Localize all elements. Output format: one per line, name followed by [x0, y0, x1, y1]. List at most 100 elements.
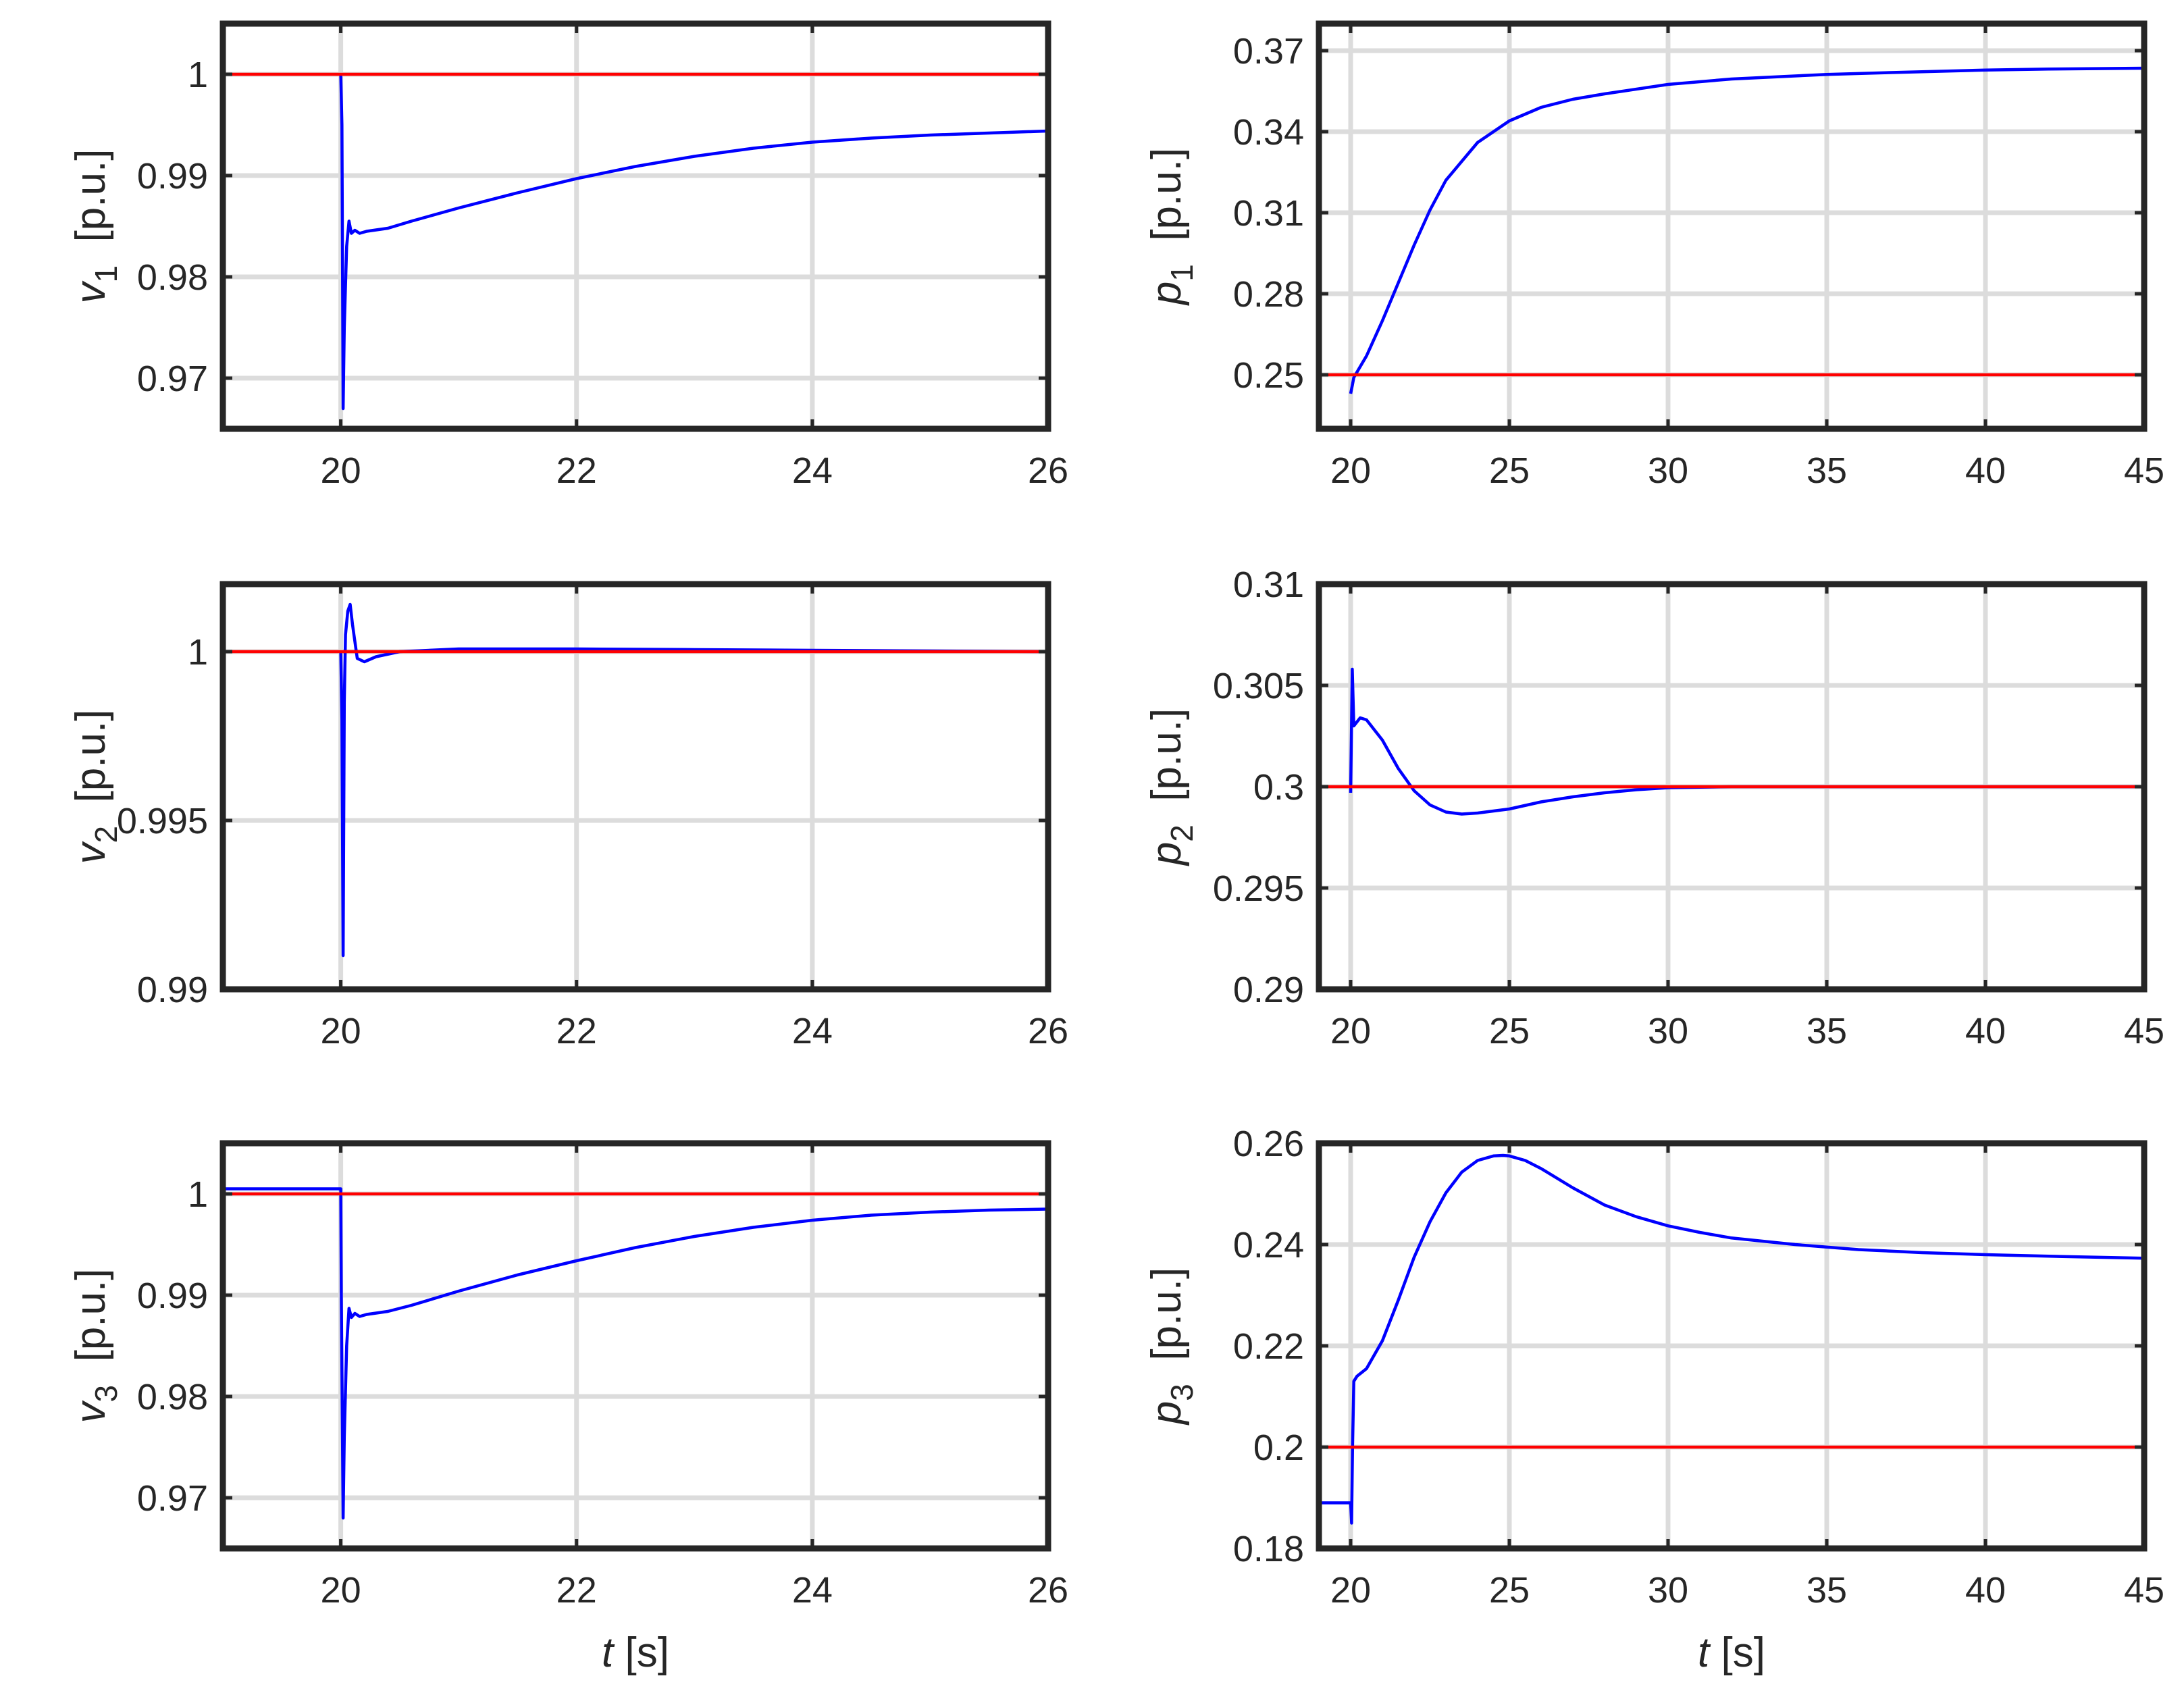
- x-tick-label: 30: [1648, 450, 1688, 491]
- x-tick-label: 22: [556, 450, 597, 491]
- y-tick-label: 0.97: [137, 1478, 208, 1519]
- x-tick-label: 26: [1028, 1570, 1068, 1611]
- x-tick-label: 20: [1330, 1570, 1371, 1611]
- y-tick-label: 0.31: [1233, 193, 1304, 234]
- y-tick-label: 0.26: [1233, 1124, 1304, 1164]
- x-tick-label: 35: [1806, 450, 1847, 491]
- x-axis-title: t [s]: [602, 1629, 669, 1676]
- signal-line: [223, 1187, 1048, 1520]
- x-tick-label: 35: [1806, 1570, 1847, 1611]
- x-tick-label: 20: [321, 1011, 361, 1051]
- series-group: [1319, 1153, 2144, 1525]
- x-axis-title: t [s]: [1698, 1629, 1765, 1676]
- signal-line: [339, 74, 1048, 411]
- y-tick-label: 0.31: [1233, 565, 1304, 605]
- x-tick-label: 24: [792, 450, 833, 491]
- y-tick-label: 0.99: [137, 1276, 208, 1316]
- y-tick-label: 1: [188, 1174, 208, 1215]
- y-axis-unit: [p.u.]: [68, 1269, 114, 1362]
- x-tick-label: 30: [1648, 1570, 1688, 1611]
- y-axis-variable: v: [68, 1400, 114, 1423]
- y-axis-variable: v: [68, 280, 114, 303]
- x-tick-label: 22: [556, 1570, 597, 1611]
- y-axis-title: p1 [p.u.]: [1143, 148, 1199, 306]
- y-tick-label: 0.28: [1233, 274, 1304, 315]
- x-tick-label: 26: [1028, 1011, 1068, 1051]
- y-axis-subscript: 3: [1164, 1384, 1199, 1401]
- series-group: [1319, 667, 2144, 816]
- y-axis-spacer: [68, 1361, 114, 1384]
- x-tick-label: 40: [1965, 1570, 2006, 1611]
- x-axis-variable: t: [602, 1629, 615, 1676]
- y-axis-subscript: 2: [1164, 825, 1199, 842]
- y-tick-label: 0.99: [137, 156, 208, 197]
- axes-frame: [219, 20, 1051, 432]
- y-axis-subscript: 1: [1164, 264, 1199, 282]
- panel-v2: 20 22 24 26 0.99 0.995 1 v2 [p.u.]: [68, 581, 1068, 1051]
- x-tick-label: 25: [1489, 1570, 1530, 1611]
- y-axis-unit: [p.u.]: [1143, 708, 1190, 802]
- y-axis-unit: [p.u.]: [1143, 148, 1190, 241]
- signal-line: [339, 602, 1048, 958]
- y-axis-spacer: [1143, 802, 1190, 825]
- y-tick-label: 0.34: [1233, 112, 1304, 153]
- y-axis-unit: [p.u.]: [1143, 1267, 1190, 1361]
- y-tick-label: 0.99: [137, 970, 208, 1010]
- x-tick-label: 20: [1330, 1011, 1371, 1051]
- y-axis-title: p3 [p.u.]: [1143, 1267, 1199, 1426]
- y-tick-label: 0.98: [137, 257, 208, 298]
- x-tick-label: 40: [1965, 1011, 2006, 1051]
- x-axis-spacer: [613, 1629, 625, 1676]
- y-tick-label: 0.25: [1233, 355, 1304, 396]
- y-tick-label: 0.24: [1233, 1225, 1304, 1265]
- panel-p2: 20 25 30 35 40 45 0.29 0.295 0.3 0.305 0.31 p2 [p.u…: [1143, 565, 2164, 1051]
- y-tick-label: 0.22: [1233, 1326, 1304, 1367]
- y-axis-title: v2 [p.u.]: [68, 710, 124, 864]
- y-tick-label: 0.37: [1233, 31, 1304, 72]
- y-tick-label: 0.3: [1253, 767, 1304, 808]
- signal-line: [1349, 66, 2144, 394]
- x-tick-label: 20: [321, 450, 361, 491]
- panel-v3: 20 22 24 26 0.97 0.98 0.99 1 v3 [p.u.] t [s]: [68, 1140, 1068, 1676]
- axes-frame: [219, 581, 1051, 993]
- x-tick-label: 40: [1965, 450, 2006, 491]
- x-tick-label: 35: [1806, 1011, 1847, 1051]
- x-tick-label: 22: [556, 1011, 597, 1051]
- y-tick-label: 0.98: [137, 1377, 208, 1417]
- y-tick-label: 1: [188, 632, 208, 673]
- x-tick-label: 45: [2124, 1570, 2164, 1611]
- x-axis-unit: [s]: [625, 1629, 669, 1676]
- y-axis-subscript: 1: [88, 265, 124, 283]
- y-axis-subscript: 3: [88, 1385, 124, 1403]
- axes-frame: [1316, 1140, 2148, 1552]
- panel-p3: 20 25 30 35 40 45 0.18 0.2 0.22 0.24 0.26 p3 [p.u.]…: [1143, 1124, 2164, 1676]
- y-tick-label: 0.18: [1233, 1529, 1304, 1569]
- x-tick-label: 30: [1648, 1011, 1688, 1051]
- y-axis-variable: p: [1143, 1401, 1190, 1426]
- y-axis-unit: [p.u.]: [68, 710, 114, 803]
- y-axis-variable: p: [1143, 842, 1190, 866]
- y-axis-title: v1 [p.u.]: [68, 149, 124, 304]
- x-tick-label: 24: [792, 1570, 833, 1611]
- y-tick-label: 1: [188, 55, 208, 95]
- x-tick-label: 20: [321, 1570, 361, 1611]
- series-group: [1319, 66, 2144, 394]
- x-tick-label: 25: [1489, 1011, 1530, 1051]
- y-axis-spacer: [1143, 1361, 1190, 1384]
- series-group: [223, 72, 1048, 411]
- y-axis-title: p2 [p.u.]: [1143, 708, 1199, 866]
- x-tick-label: 45: [2124, 450, 2164, 491]
- y-axis-spacer: [68, 802, 114, 825]
- x-axis-variable: t: [1698, 1629, 1711, 1676]
- y-axis-unit: [p.u.]: [68, 149, 114, 242]
- y-axis-variable: p: [1143, 282, 1190, 306]
- axes-frame: [219, 1140, 1051, 1552]
- x-tick-label: 26: [1028, 450, 1068, 491]
- y-tick-label: 0.97: [137, 359, 208, 399]
- y-tick-label: 0.295: [1213, 868, 1304, 909]
- y-axis-spacer: [1143, 241, 1190, 264]
- y-tick-label: 0.995: [117, 801, 208, 841]
- axes-frame: [1316, 581, 2148, 993]
